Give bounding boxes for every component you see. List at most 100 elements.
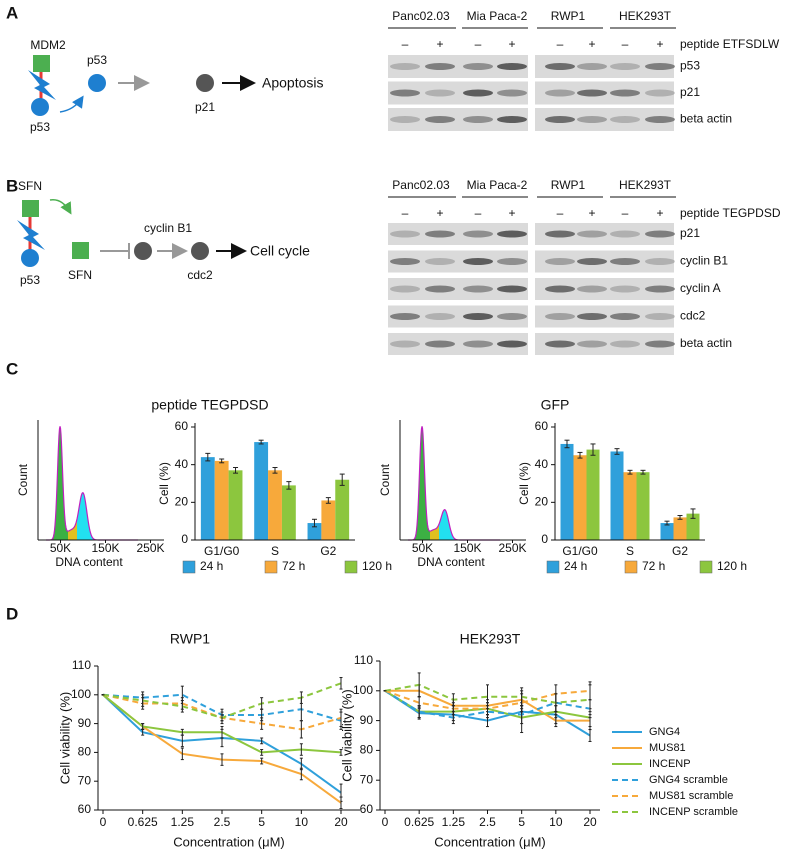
lightning (17, 220, 45, 250)
blot-band (497, 340, 527, 348)
blot-band (577, 340, 607, 348)
blot-band (463, 285, 493, 293)
blot-band (390, 313, 420, 320)
treatment-sign: – (475, 37, 482, 51)
chart-title: RWP1 (170, 631, 210, 647)
p53-shape (88, 74, 106, 92)
y-tick-label: 20 (535, 495, 549, 509)
blot-strip (388, 55, 528, 78)
panel-label: C (6, 359, 18, 378)
x-tick-label: G1/G0 (204, 544, 240, 558)
x-tick-label: 250K (498, 541, 526, 555)
x-tick-label: 10 (295, 815, 309, 829)
legend-label: 24 h (200, 559, 223, 573)
blot-band (645, 285, 675, 293)
y-tick-label: 70 (78, 773, 92, 787)
node-label: cyclin B1 (144, 221, 192, 235)
protein-label: p53 (680, 59, 700, 73)
x-axis-label: DNA content (417, 555, 485, 569)
blot-band (577, 313, 607, 320)
blot-band (645, 313, 675, 320)
blot-band (545, 340, 575, 348)
blot-band (497, 116, 527, 123)
blot-band (577, 285, 607, 293)
x-tick-label: 10 (549, 815, 563, 829)
blot-band (610, 116, 640, 123)
bar (335, 479, 350, 540)
treatment-sign: – (622, 206, 629, 220)
legend-label: 72 h (642, 559, 665, 573)
blot-band (463, 116, 493, 123)
blot-band (390, 89, 420, 97)
treatment-sign: + (436, 37, 443, 51)
cell-line-label: Panc02.03 (392, 9, 450, 23)
blot-band (463, 258, 493, 265)
x-axis-label: DNA content (55, 555, 123, 569)
arrow (59, 95, 84, 113)
bar (200, 457, 215, 540)
y-tick-label: 70 (360, 772, 374, 786)
treatment-label: peptide TEGPDSD (680, 206, 781, 220)
cell-line-label: Mia Paca-2 (467, 178, 528, 192)
panel-label: A (6, 3, 18, 22)
blot-band (545, 230, 575, 238)
bar (686, 513, 700, 540)
treatment-sign: – (622, 37, 629, 51)
chart-title: HEK293T (460, 631, 521, 647)
x-tick-label: S (271, 544, 279, 558)
y-tick-label: 90 (360, 713, 374, 727)
blot-band (545, 116, 575, 123)
blot-band (425, 63, 455, 70)
blot-band (463, 89, 493, 97)
x-tick-label: 5 (518, 815, 525, 829)
sfn-shape (22, 200, 39, 217)
legend-swatch (624, 560, 638, 574)
legend-swatch (182, 560, 196, 574)
arrow (49, 199, 72, 215)
blot-band (425, 230, 455, 238)
y-axis-label: Cell (%) (157, 462, 171, 505)
x-tick-label: 50K (50, 541, 71, 555)
legend-label: GNG4 scramble (649, 774, 728, 786)
x-tick-label: G1/G0 (562, 544, 598, 558)
bar (268, 470, 282, 540)
x-tick-label: 2.5 (214, 815, 231, 829)
x-tick-label: 250K (136, 541, 164, 555)
y-tick-label: 80 (78, 745, 92, 759)
blot-band (610, 258, 640, 265)
node-label: SFN (18, 179, 42, 193)
x-tick-label: 0.625 (404, 815, 434, 829)
p53-shape (31, 98, 49, 116)
panel-label: B (6, 176, 18, 195)
histogram-fill (77, 492, 98, 540)
p21-shape (196, 74, 214, 92)
y-tick-label: 100 (353, 683, 373, 697)
blot-band (390, 258, 420, 265)
blot-band (425, 116, 455, 123)
legend-label: 120 h (717, 559, 747, 573)
legend-label: 120 h (362, 559, 392, 573)
blot-strip (388, 305, 528, 328)
cell-line-label: HEK293T (619, 178, 672, 192)
x-tick-label: 20 (583, 815, 597, 829)
blot-band (545, 89, 575, 97)
blot-band (645, 340, 675, 348)
node-label: p53 (30, 120, 50, 134)
blot-band (545, 258, 575, 265)
x-tick-label: 0 (100, 815, 107, 829)
y-axis-label: Cell viability (%) (339, 689, 354, 781)
bar (307, 523, 322, 540)
blot-band (645, 63, 675, 70)
y-axis-label: Count (378, 463, 392, 496)
cell-line-label: RWP1 (551, 178, 586, 192)
histogram-fill (50, 426, 68, 540)
outcome-label: Cell cycle (250, 243, 310, 259)
x-tick-label: 50K (412, 541, 433, 555)
blot-band (545, 63, 575, 70)
x-axis-label: Concentration (μM) (173, 834, 285, 849)
bar (673, 517, 687, 540)
chart-title: peptide TEGPDSD (151, 397, 268, 413)
blot-band (425, 89, 455, 97)
blot-band (610, 313, 640, 320)
